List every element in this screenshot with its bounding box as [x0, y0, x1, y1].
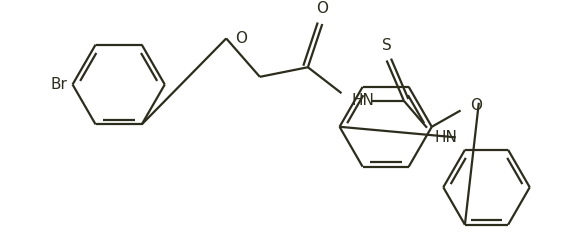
Text: HN: HN	[351, 93, 374, 108]
Text: Br: Br	[51, 77, 68, 92]
Text: HN: HN	[435, 130, 458, 145]
Text: O: O	[316, 1, 328, 16]
Text: O: O	[470, 98, 482, 113]
Text: S: S	[381, 38, 392, 53]
Text: O: O	[235, 31, 247, 46]
